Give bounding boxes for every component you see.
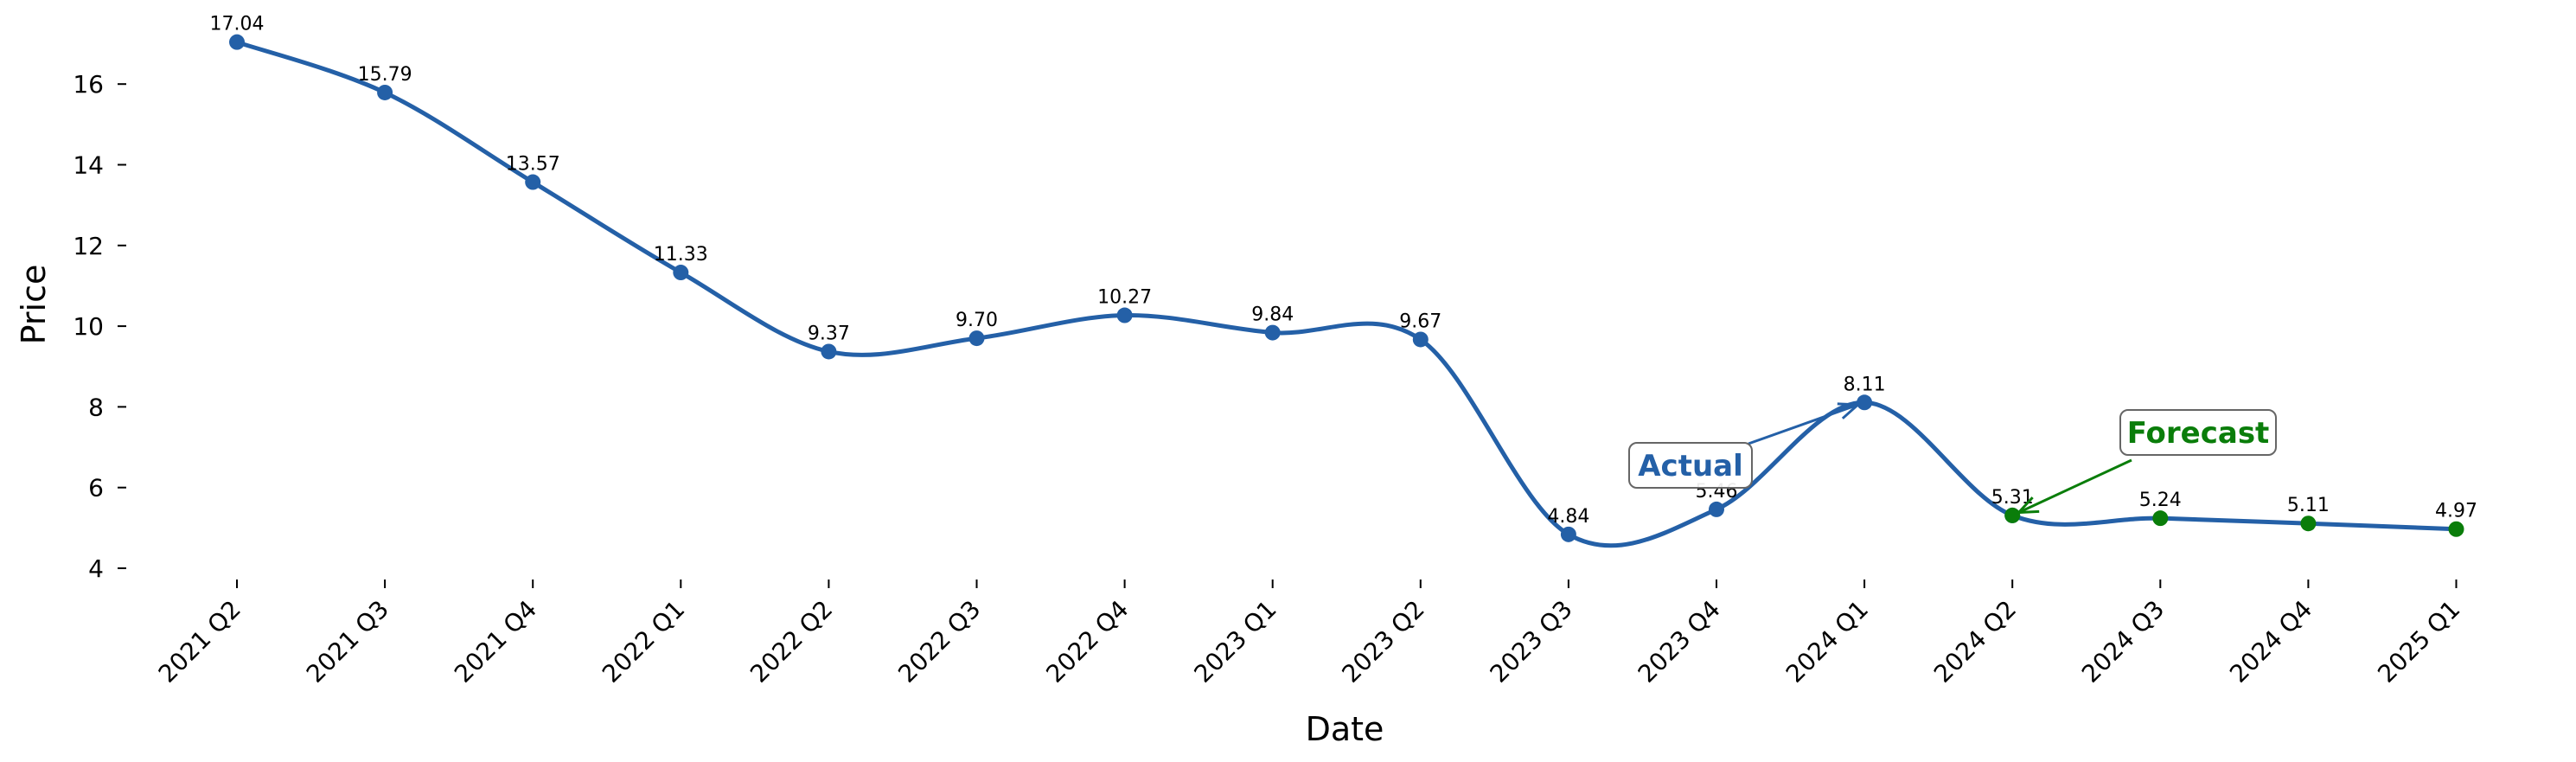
y-axis-title: Price: [15, 265, 53, 345]
x-tick-label: 2024 Q2: [1928, 595, 2022, 688]
y-axis: 4 6 8 10 12 14 16: [73, 70, 126, 583]
annotation-box: [2119, 409, 2277, 456]
annotation-arrow: [1748, 404, 1856, 445]
data-points: [229, 34, 2464, 542]
x-tick-label: 2022 Q3: [892, 595, 986, 688]
x-tick-label: 2023 Q3: [1485, 595, 1578, 688]
data-label: 4.84: [1547, 506, 1589, 528]
data-point: [1709, 501, 1724, 517]
data-label: 15.79: [358, 64, 412, 86]
data-label: 9.67: [1399, 311, 1441, 332]
data-point: [2448, 521, 2464, 537]
data-point: [2300, 515, 2317, 532]
x-tick-label: 2023 Q1: [1188, 595, 1282, 688]
data-label: 9.70: [956, 310, 998, 331]
y-tick-label: 8: [88, 393, 104, 421]
data-label: 10.27: [1097, 287, 1152, 309]
data-point: [229, 34, 245, 50]
x-tick-label: 2024 Q3: [2076, 595, 2170, 688]
data-point: [2152, 510, 2169, 527]
data-label: 8.11: [1844, 374, 1886, 395]
y-tick-label: 6: [88, 474, 104, 503]
data-point: [1264, 324, 1281, 341]
x-tick-label: 2023 Q4: [1633, 595, 1726, 688]
annotation-box: [1628, 442, 1753, 489]
x-tick-label: 2022 Q2: [745, 595, 838, 688]
data-label: 5.11: [2287, 495, 2330, 516]
annotation-arrowhead: [2015, 496, 2040, 515]
x-tick-label: 2022 Q1: [597, 595, 690, 688]
annotation-arrowhead: [1837, 402, 1862, 419]
data-point: [968, 330, 985, 347]
data-point: [1116, 307, 1133, 323]
data-label: 5.31: [1991, 487, 2034, 509]
data-label: 17.04: [210, 14, 265, 35]
data-point: [1560, 526, 1576, 542]
annotations: Actual Forecast: [1628, 402, 2277, 515]
y-tick-label: 12: [73, 232, 104, 260]
data-point: [377, 84, 393, 100]
data-labels: 17.04 15.79 13.57 11.33 9.37 9.70 10.27 9.84 9.6…: [210, 14, 2477, 528]
x-axis-title: Date: [1306, 710, 1384, 748]
y-tick-label: 14: [73, 151, 104, 180]
data-label: 9.37: [808, 323, 850, 344]
data-point: [673, 265, 689, 281]
x-axis: 2021 Q2 2021 Q3 2021 Q4 2022 Q1 2022 Q2 2022 …: [153, 580, 2465, 688]
data-label: 9.84: [1251, 304, 1294, 326]
data-point: [2004, 507, 2021, 523]
y-tick-label: 4: [88, 554, 104, 583]
data-label: 5.24: [2139, 490, 2182, 511]
annotation-label: Actual: [1638, 449, 1743, 483]
data-label: 4.97: [2435, 501, 2477, 522]
data-label: 13.57: [506, 154, 560, 176]
x-tick-label: 2024 Q4: [2224, 595, 2317, 688]
data-label: 11.33: [654, 244, 708, 266]
x-tick-label: 2025 Q1: [2372, 595, 2465, 688]
x-tick-label: 2024 Q1: [1780, 595, 1874, 688]
x-tick-label: 2023 Q2: [1337, 595, 1430, 688]
y-tick-label: 10: [73, 312, 104, 341]
series-line: [236, 40, 2457, 548]
data-point: [525, 174, 541, 190]
x-tick-label: 2021 Q3: [301, 595, 394, 688]
data-point: [1857, 394, 1873, 411]
series-lines: [236, 40, 2457, 548]
x-tick-label: 2022 Q4: [1040, 595, 1134, 688]
x-tick-label: 2021 Q4: [449, 595, 542, 688]
x-tick-label: 2021 Q2: [153, 595, 246, 688]
data-point: [821, 343, 837, 360]
data-point: [1412, 331, 1429, 348]
y-tick-label: 16: [73, 70, 104, 99]
annotation-label: Forecast: [2127, 416, 2270, 451]
annotation-arrow: [2021, 458, 2132, 513]
